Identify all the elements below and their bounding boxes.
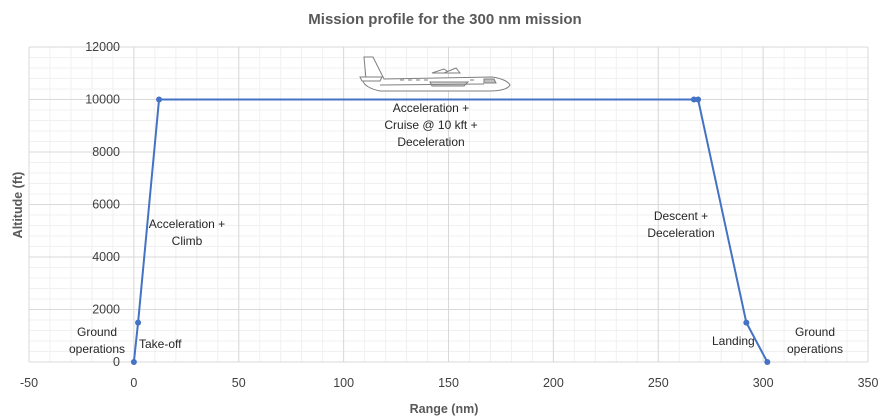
y-axis-ticks: 0 2000 4000 6000 8000 10000 12000: [85, 40, 120, 369]
annotation-line: Ground: [77, 325, 117, 339]
annotation-line: Cruise @ 10 kft +: [384, 118, 477, 132]
y-tick-label: 8000: [92, 145, 120, 159]
y-tick-label: 0: [113, 355, 120, 369]
annotation-line: Deceleration: [397, 135, 464, 149]
annotation-line: operations: [787, 342, 843, 356]
x-tick-label: -50: [20, 376, 38, 390]
y-axis-label: Altitude (ft): [11, 172, 25, 239]
x-tick-label: 100: [333, 376, 354, 390]
x-axis-ticks: -50 0 50 100 150 200 250 300 350: [20, 376, 879, 390]
y-tick-label: 12000: [85, 40, 120, 54]
x-tick-label: 0: [130, 376, 137, 390]
annotations: Ground operations Take-off Acceleration + Cl…: [69, 101, 843, 356]
annotation-line: Deceleration: [647, 226, 714, 240]
series-layer: [130, 96, 771, 365]
major-gridlines: [28, 46, 869, 363]
y-tick-label: 6000: [92, 198, 120, 212]
phase-annotation: Take-off: [139, 337, 182, 351]
phase-annotation: Acceleration + Climb: [149, 217, 225, 248]
data-point: [690, 96, 697, 103]
data-point: [130, 359, 137, 365]
chart-title: Mission profile for the 300 nm mission: [308, 11, 581, 28]
phase-annotation: Ground operations: [69, 325, 125, 356]
airplane-icon: [359, 56, 511, 92]
annotation-line: Take-off: [139, 337, 182, 351]
x-tick-label: 300: [753, 376, 774, 390]
annotation-line: Climb: [172, 234, 203, 248]
y-tick-label: 4000: [92, 250, 120, 264]
phase-annotation: Descent + Deceleration: [647, 209, 714, 240]
x-tick-label: 250: [648, 376, 669, 390]
annotation-line: operations: [69, 342, 125, 356]
x-tick-label: 350: [858, 376, 879, 390]
x-tick-label: 200: [543, 376, 564, 390]
phase-annotation: Acceleration + Cruise @ 10 kft + Decelerat…: [384, 101, 477, 149]
phase-annotation: Ground operations: [787, 325, 843, 356]
data-point: [743, 319, 750, 326]
annotation-line: Descent +: [654, 209, 708, 223]
data-point: [135, 319, 142, 326]
annotation-line: Acceleration +: [393, 101, 469, 115]
x-tick-label: 50: [232, 376, 246, 390]
data-point: [695, 96, 702, 103]
x-tick-label: 150: [438, 376, 459, 390]
annotation-line: Acceleration +: [149, 217, 225, 231]
annotation-line: Landing: [712, 334, 755, 348]
y-tick-label: 10000: [85, 93, 120, 107]
y-tick-label: 2000: [92, 303, 120, 317]
annotation-line: Ground: [795, 325, 835, 339]
data-point: [156, 96, 163, 103]
data-point: [764, 359, 771, 365]
phase-annotation: Landing: [712, 334, 755, 348]
x-axis-label: Range (nm): [410, 402, 479, 416]
